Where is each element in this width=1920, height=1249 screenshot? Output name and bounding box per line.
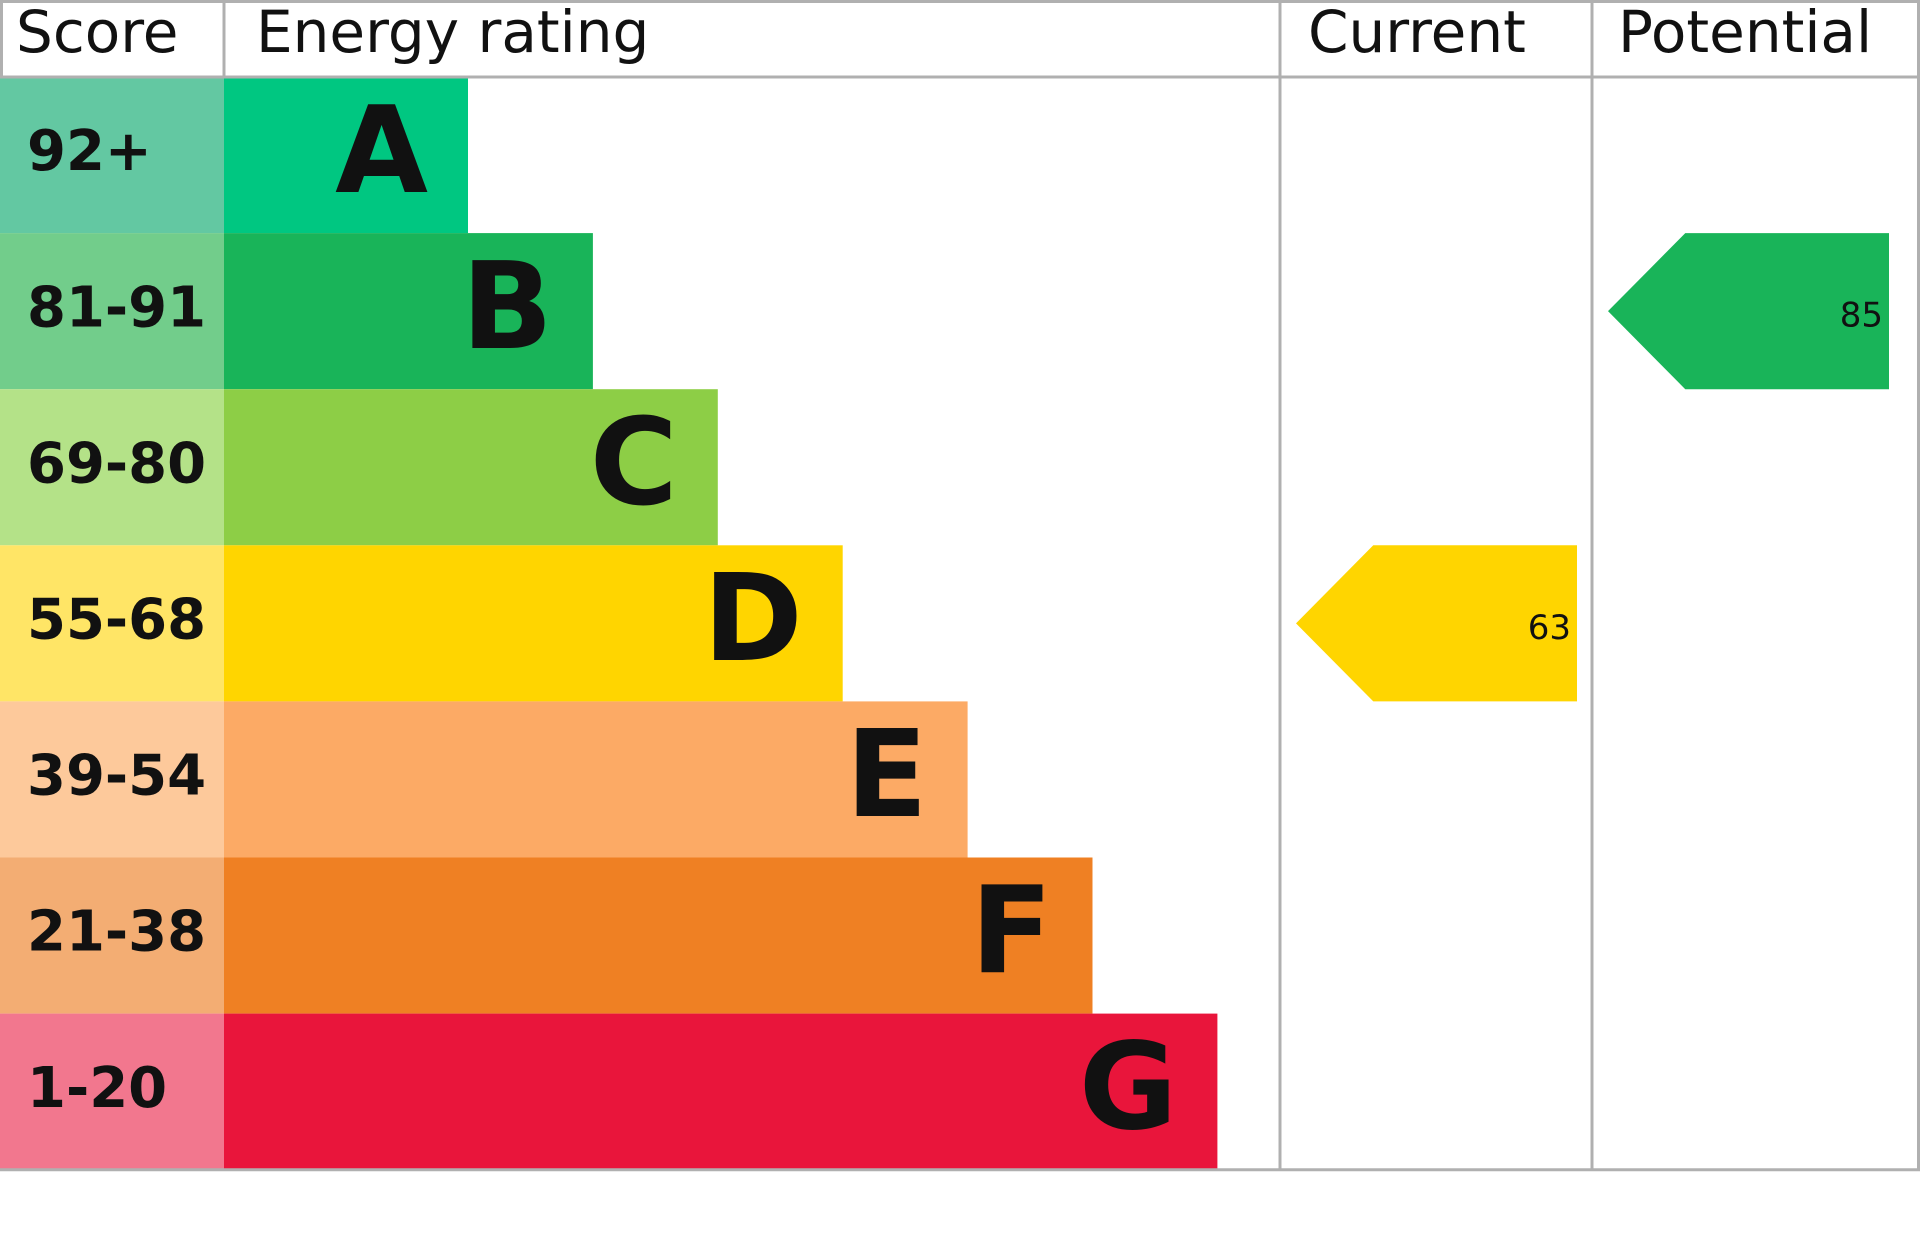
rating-letter: D [703,550,803,689]
rating-bar [224,77,468,234]
rating-letter: F [971,862,1053,1001]
score-cell [0,233,224,390]
rating-header: Energy rating [256,0,649,66]
rating-letter: C [590,394,678,533]
score-label: 69-80 [27,431,206,496]
score-label: 1-20 [27,1056,167,1121]
rating-bar [224,389,718,546]
potential-header: Potential [1618,0,1872,66]
rating-letter: B [461,238,552,377]
rating-bar [224,1013,1218,1170]
rating-letter: E [846,706,928,845]
score-cell [0,857,224,1014]
rating-bar [224,233,593,390]
score-cell [0,545,224,702]
rating-letter: G [1079,1018,1178,1157]
rating-bar [224,545,843,702]
rating-bar [224,701,968,858]
score-label: 39-54 [27,744,206,809]
current-arrow [1296,545,1577,702]
score-cell [0,77,224,234]
rating-bar [224,857,1093,1014]
rating-letter: A [335,82,428,221]
score-header: Score [16,0,178,66]
potential-value: 85 [1840,296,1883,336]
score-cell [0,701,224,858]
score-label: 92+ [27,119,152,184]
current-header: Current [1308,0,1526,66]
score-label: 81-91 [27,275,206,340]
current-value: 63 [1528,608,1571,648]
score-label: 21-38 [27,900,206,965]
potential-arrow [1608,233,1889,390]
score-label: 55-68 [27,587,206,652]
score-cell [0,1013,224,1170]
score-cell [0,389,224,546]
